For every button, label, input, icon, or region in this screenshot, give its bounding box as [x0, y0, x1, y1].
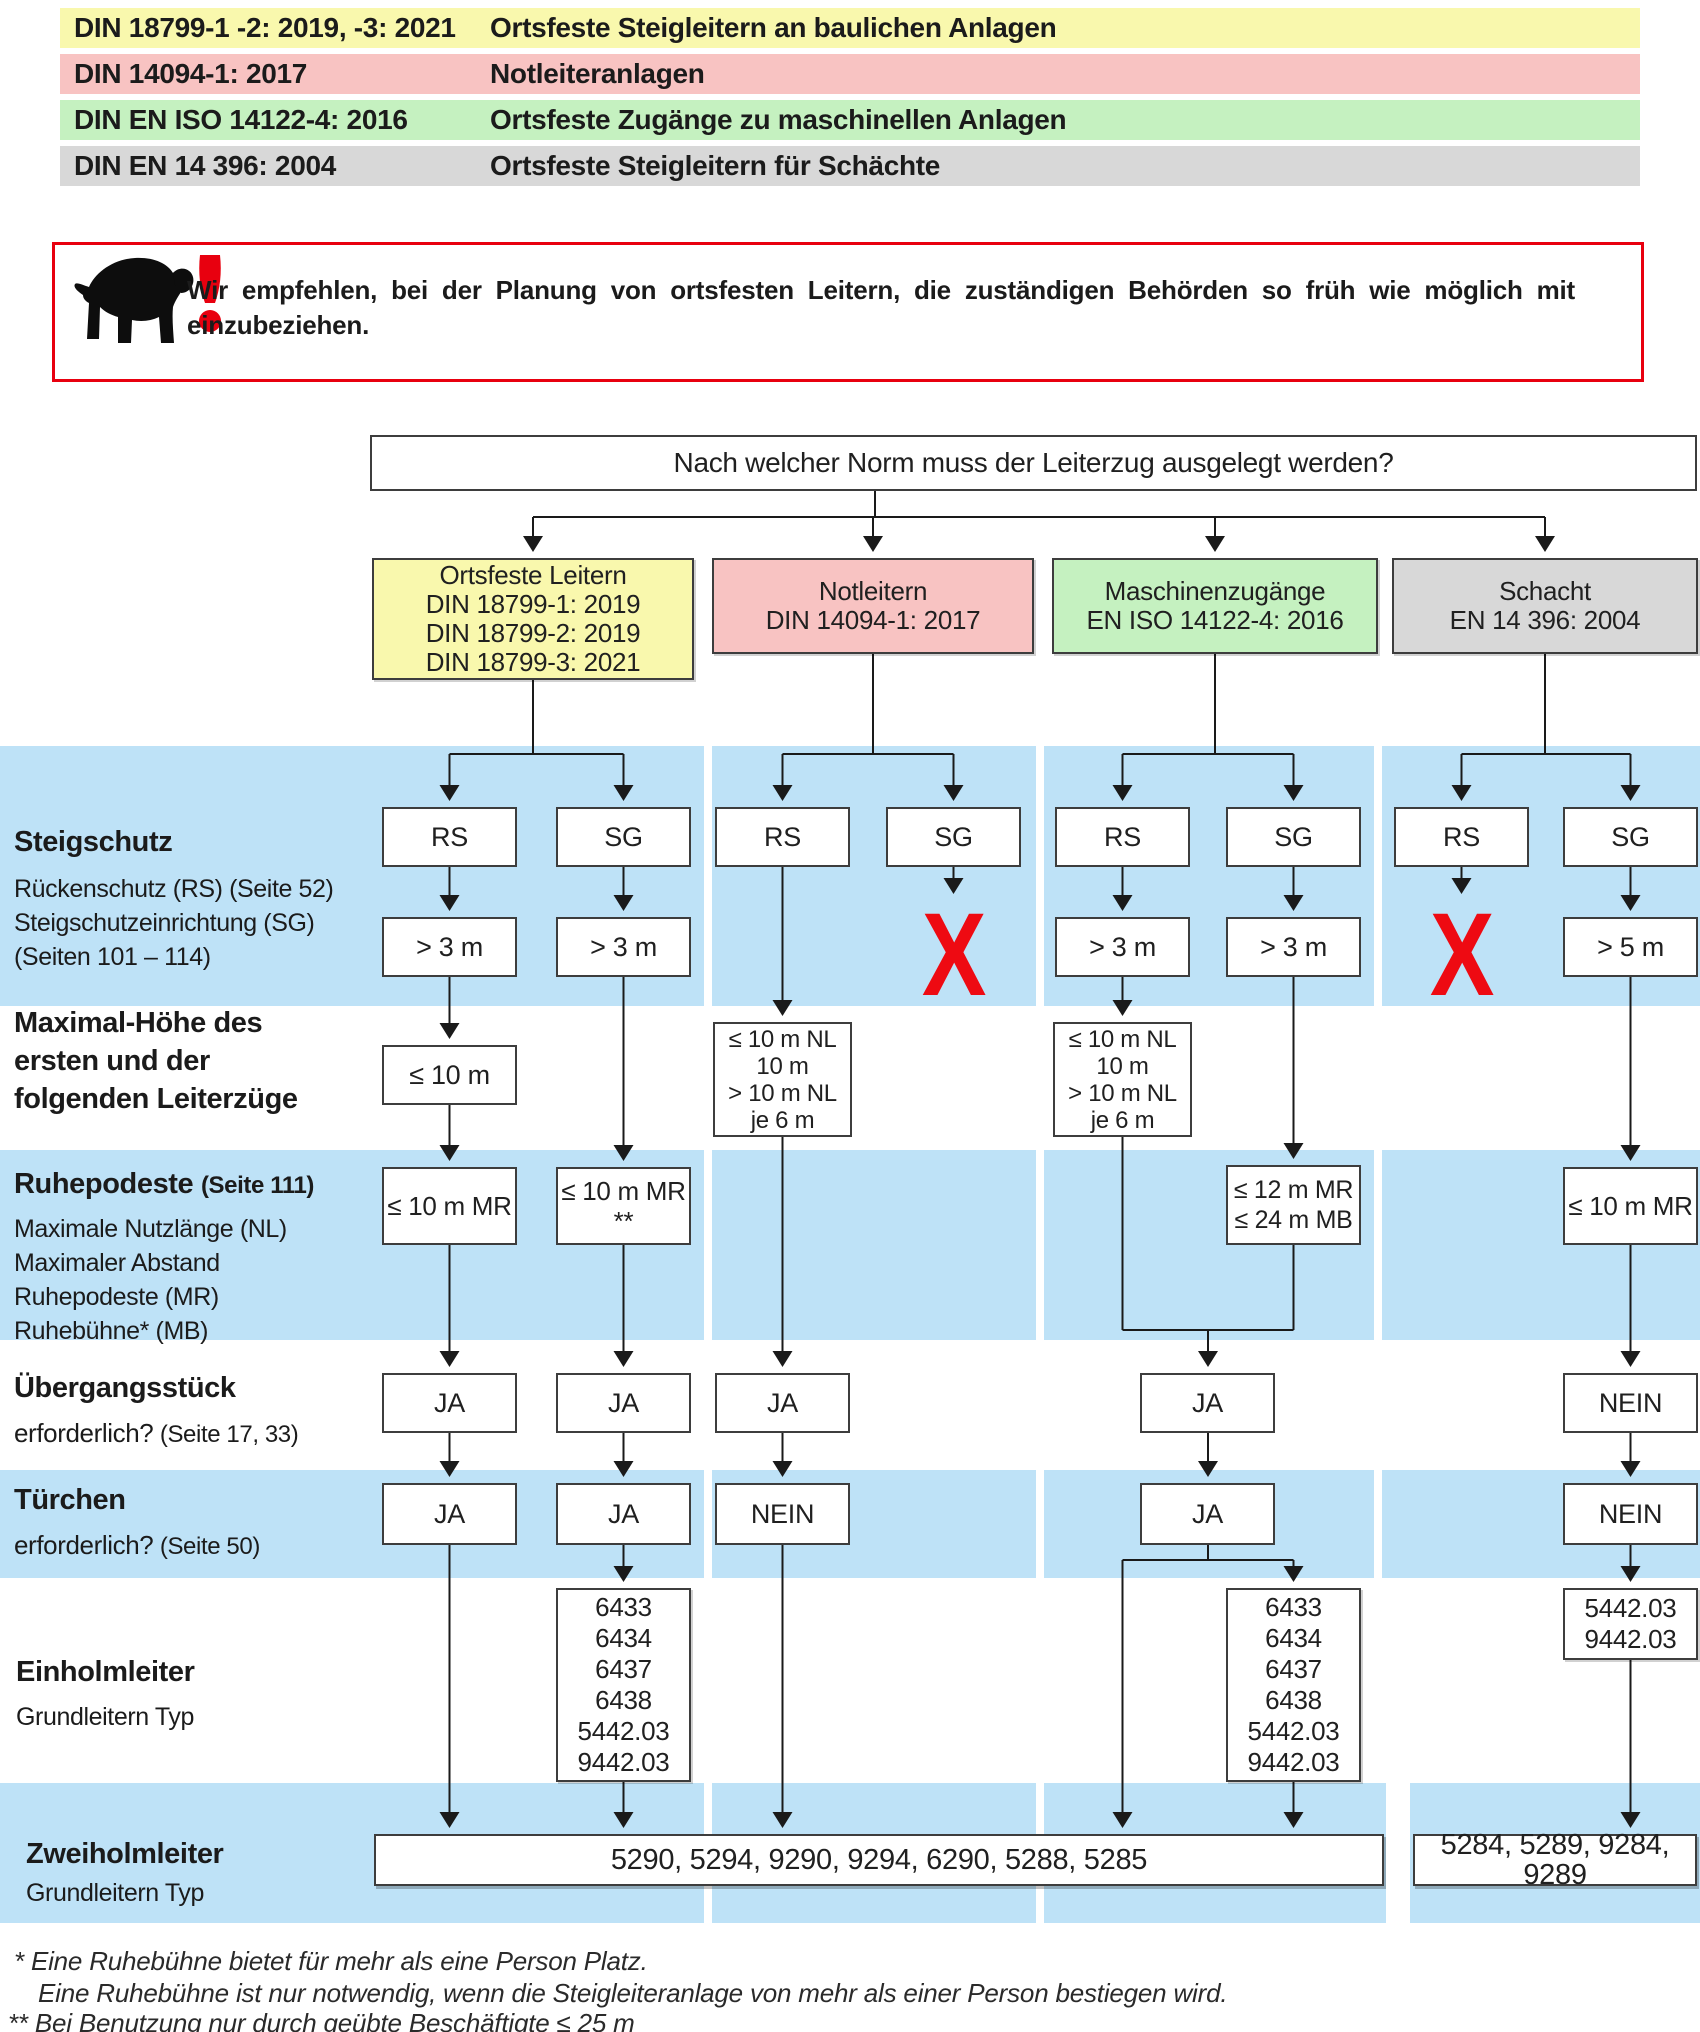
- node-b1-rs-le10: ≤ 10 m: [382, 1045, 517, 1105]
- node-b4-uebergang-nein: NEIN: [1563, 1373, 1698, 1433]
- node-b1-sg-3m: > 3 m: [556, 917, 691, 977]
- node-b1-rs-uebergang-ja: JA: [382, 1373, 517, 1433]
- row-subtitle-note: (Seite 17, 33): [159, 1421, 299, 1448]
- node-b4-sg: SG: [1563, 807, 1698, 867]
- legend-title: Notleiteranlagen: [490, 58, 705, 89]
- not-applicable-x-mark: X: [1429, 889, 1495, 1021]
- row-subtitle: Maximale Nutzlänge (NL) Maximaler Abstan…: [14, 1215, 287, 1345]
- node-b3-einholm-types: 6433 6434 6437 6438 5442.03 9442.03: [1226, 1588, 1361, 1782]
- legend-code: DIN EN ISO 14122-4: 2016: [74, 104, 408, 135]
- node-b1-einholm-types: 6433 6434 6437 6438 5442.03 9442.03: [556, 1588, 691, 1782]
- row-subtitle: Grundleitern Typ: [16, 1703, 194, 1731]
- node-b1-rs-tuer-ja: JA: [382, 1483, 517, 1545]
- notice-text: Wir empfehlen, bei der Planung von ortsf…: [187, 275, 1575, 340]
- row-subtitle: Rückenschutz (RS) (Seite 52) Steigschutz…: [14, 875, 334, 971]
- row-subtitle: erforderlich? (Seite 17, 33): [14, 1418, 299, 1448]
- legend-title: Ortsfeste Steigleitern für Schächte: [490, 150, 941, 181]
- row-title: Steigschutz: [14, 826, 173, 858]
- row-title: Zweiholmleiter: [26, 1838, 224, 1870]
- footnote-ruhebuehne-2: Eine Ruhebühne ist nur notwendig, wenn d…: [38, 1978, 1228, 2008]
- node-b4-rs: RS: [1394, 807, 1529, 867]
- node-b3-sg-mr-mb: ≤ 12 m MR ≤ 24 m MB: [1226, 1165, 1361, 1245]
- legend-row: DIN EN ISO 14122-4: 2016 Ortsfeste Zugän…: [60, 100, 1640, 140]
- node-zweiholm-types-schacht: 5284, 5289, 9284, 9289: [1413, 1830, 1697, 1890]
- legend-row: DIN 14094-1: 2017 Notleiteranlagen: [60, 54, 1640, 94]
- notice-box: Wir empfehlen, bei der Planung von ortsf…: [52, 242, 1644, 382]
- node-b1-rs: RS: [382, 807, 517, 867]
- legend-row: DIN EN 14 396: 2004 Ortsfeste Steigleite…: [60, 146, 1640, 186]
- node-b1-sg-tuer-ja: JA: [556, 1483, 691, 1545]
- node-b1-sg: SG: [556, 807, 691, 867]
- node-b4-sg-mr: ≤ 10 m MR: [1563, 1167, 1698, 1245]
- category-notleitern: Notleitern DIN 14094-1: 2017: [712, 558, 1034, 654]
- row-title: Maximal-Höhe des ersten und der folgende…: [14, 1007, 298, 1115]
- legend-title: Ortsfeste Zugänge zu maschinellen Anlage…: [490, 104, 1067, 135]
- legend-code: DIN 14094-1: 2017: [74, 58, 308, 89]
- node-b1-rs-mr: ≤ 10 m MR: [382, 1167, 517, 1245]
- node-zweiholm-types-main: 5290, 5294, 9290, 9294, 6290, 5288, 5285: [374, 1834, 1384, 1886]
- row-subtitle-note: (Seite 50): [159, 1533, 260, 1560]
- node-b2-uebergang-ja: JA: [715, 1373, 850, 1433]
- node-b4-einholm-types: 5442.03 9442.03: [1563, 1588, 1698, 1660]
- node-b4-tuer-nein: NEIN: [1563, 1483, 1698, 1545]
- legend-code: DIN EN 14 396: 2004: [74, 150, 337, 181]
- category-ortsfeste-leitern: Ortsfeste Leitern DIN 18799-1: 2019 DIN …: [372, 558, 694, 680]
- elephant-exclamation-icon: [69, 251, 229, 366]
- node-b2-rs: RS: [715, 807, 850, 867]
- row-title: Übergangsstück: [14, 1372, 236, 1404]
- node-b3-rs: RS: [1055, 807, 1190, 867]
- row-subtitle: erforderlich? (Seite 50): [14, 1530, 260, 1560]
- footnote-ruhebuehne-1: * Eine Ruhebühne bietet für mehr als ein…: [14, 1946, 648, 1976]
- legend-title: Ortsfeste Steigleitern an baulichen Anla…: [490, 12, 1057, 43]
- row-title: Türchen: [14, 1484, 126, 1516]
- node-b3-uebergang-ja: JA: [1140, 1373, 1275, 1433]
- node-b3-rs-nl: ≤ 10 m NL 10 m > 10 m NL je 6 m: [1053, 1022, 1192, 1137]
- node-b2-rs-nl: ≤ 10 m NL 10 m > 10 m NL je 6 m: [713, 1022, 852, 1137]
- row-title: Ruhepodeste (Seite 111): [14, 1168, 314, 1200]
- node-b4-sg-5m: > 5 m: [1563, 917, 1698, 977]
- footnote-beschaeftigte: ** Bei Benutzung nur durch geübte Beschä…: [8, 2008, 635, 2032]
- legend-row: DIN 18799-1 -2: 2019, -3: 2021 Ortsfeste…: [60, 8, 1640, 48]
- row-title: Einholmleiter: [16, 1656, 195, 1688]
- not-applicable-x-mark: X: [921, 889, 987, 1021]
- node-b2-sg: SG: [886, 807, 1021, 867]
- question-box: Nach welcher Norm muss der Leiterzug aus…: [370, 435, 1697, 491]
- node-b3-tuer-ja: JA: [1140, 1483, 1275, 1545]
- row-title-note: (Seite 111): [200, 1172, 314, 1199]
- node-b3-sg-3m: > 3 m: [1226, 917, 1361, 977]
- row-subtitle: Grundleitern Typ: [26, 1879, 204, 1907]
- node-b1-sg-mr: ≤ 10 m MR **: [556, 1167, 691, 1245]
- node-b3-rs-3m: > 3 m: [1055, 917, 1190, 977]
- legend-code: DIN 18799-1 -2: 2019, -3: 2021: [74, 12, 456, 43]
- node-b1-rs-3m: > 3 m: [382, 917, 517, 977]
- node-b2-tuer-nein: NEIN: [715, 1483, 850, 1545]
- node-b1-sg-uebergang-ja: JA: [556, 1373, 691, 1433]
- node-b3-sg: SG: [1226, 807, 1361, 867]
- category-maschinenzugaenge: Maschinenzugänge EN ISO 14122-4: 2016: [1052, 558, 1378, 654]
- category-schacht: Schacht EN 14 396: 2004: [1392, 558, 1698, 654]
